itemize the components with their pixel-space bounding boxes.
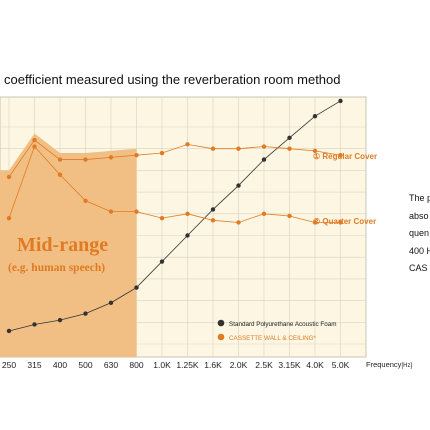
data-point <box>6 215 12 221</box>
data-point <box>108 209 114 214</box>
x-tick-label: 800 <box>129 360 143 370</box>
data-point <box>312 148 318 154</box>
data-point <box>134 209 139 214</box>
legend-marker-foam <box>217 319 225 327</box>
series-quarter-cover <box>6 144 343 225</box>
x-tick-label: 500 <box>78 360 92 370</box>
data-point <box>134 285 139 290</box>
data-point <box>83 311 88 316</box>
x-axis-label: Frequency[Hz] <box>366 360 412 369</box>
data-point <box>312 113 318 119</box>
data-point <box>57 317 63 323</box>
data-point <box>312 220 318 225</box>
data-point <box>261 157 267 162</box>
data-point <box>185 211 190 216</box>
x-tick-label: 2.5K <box>255 360 273 370</box>
legend: Standard Polyurethane Acoustic Foam CASS… <box>217 319 336 342</box>
series-label-quarter-cover: ② Quarter Cover <box>313 217 376 226</box>
side-text: The p abso quen 400 H CAS <box>409 190 430 278</box>
x-tick-label: 5.0K <box>332 360 350 370</box>
data-point <box>159 259 165 264</box>
x-tick-label: 630 <box>104 360 118 370</box>
x-tick-label: 1.25K <box>176 360 199 370</box>
x-tick-label: 315 <box>27 360 41 370</box>
data-point <box>6 174 12 180</box>
x-tick-label: 4.0K <box>306 360 324 370</box>
data-point <box>83 157 88 162</box>
data-point <box>236 146 241 151</box>
chart-title: coefficient measured using the reverbera… <box>4 72 341 87</box>
series-label-regular-cover: ① Regular Cover <box>313 152 377 161</box>
x-tick-label: 3.15K <box>278 360 301 370</box>
data-point <box>159 215 165 221</box>
data-point <box>210 146 216 151</box>
data-point <box>261 144 267 149</box>
data-point <box>32 144 37 149</box>
side-text-line: 400 H <box>409 245 430 256</box>
series-layer <box>6 98 343 334</box>
x-tick-labels: 250 315 400 500 630 800 1.0K 1.25K 1.6K 2.0K 2.5K 3… <box>2 360 350 370</box>
x-tick-label: 400 <box>53 360 67 370</box>
data-point <box>134 153 139 158</box>
data-point <box>236 220 241 225</box>
data-point <box>287 146 292 151</box>
x-tick-label: 2.0K <box>230 360 248 370</box>
data-point <box>338 153 343 158</box>
side-text-line: abso <box>409 210 429 221</box>
data-point <box>338 220 343 225</box>
series-quarter-cover-line <box>8 145 341 223</box>
data-point <box>57 157 63 162</box>
data-point <box>185 233 190 238</box>
midrange-area <box>0 133 137 357</box>
data-point <box>6 328 12 334</box>
data-point <box>210 218 216 223</box>
x-axis-label-unit: [Hz] <box>401 363 412 369</box>
legend-label-foam: Standard Polyurethane Acoustic Foam <box>229 321 336 328</box>
data-point <box>83 198 88 203</box>
x-tick-label: 1.6K <box>204 360 222 370</box>
series-regular-cover <box>6 137 343 180</box>
data-point <box>185 142 190 147</box>
region-sublabel: (e.g. human speech) <box>8 262 105 274</box>
series-standard-foam-line <box>8 100 341 332</box>
data-point <box>261 211 267 216</box>
data-point <box>287 135 292 141</box>
data-point <box>159 150 165 156</box>
data-point <box>210 207 216 212</box>
legend-label-cassette: CASSETTE WALL & CEILING* <box>229 335 317 342</box>
data-point <box>108 300 114 305</box>
region-label: Mid-range <box>17 234 108 256</box>
data-point <box>57 172 63 177</box>
data-point <box>32 322 37 327</box>
data-point <box>236 183 241 188</box>
data-point <box>338 98 343 104</box>
side-text-line: CAS <box>409 263 428 273</box>
x-axis-label-text: Frequency <box>366 360 402 369</box>
series-standard-foam <box>6 98 343 334</box>
legend-marker-cassette <box>217 333 225 341</box>
x-tick-label: 1.0K <box>153 360 171 370</box>
side-text-line: quen <box>409 228 430 238</box>
x-tick-label: 250 <box>2 360 16 370</box>
data-point <box>108 155 114 160</box>
data-point <box>32 137 37 143</box>
series-regular-cover-line <box>8 139 341 178</box>
side-text-line: The p <box>409 193 430 203</box>
data-point <box>287 213 292 219</box>
